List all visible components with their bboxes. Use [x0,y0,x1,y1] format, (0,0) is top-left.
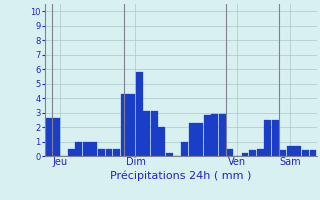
Bar [242,153,249,156]
Bar [309,150,316,156]
Bar [227,149,233,156]
Bar [196,123,203,156]
Bar [302,150,309,156]
Bar [279,150,286,156]
Bar [121,94,128,156]
Bar [189,123,196,156]
Bar [249,150,256,156]
Bar [91,142,97,156]
Bar [287,146,294,156]
Bar [68,149,75,156]
Bar [294,146,301,156]
Bar [181,142,188,156]
Bar [75,142,82,156]
Bar [83,142,90,156]
Bar [113,149,120,156]
Bar [98,149,105,156]
Bar [264,120,271,156]
Bar [128,94,135,156]
Bar [257,149,264,156]
Bar [136,72,143,156]
Bar [272,120,279,156]
Bar [158,127,165,156]
Bar [53,118,60,156]
Bar [211,114,218,156]
Bar [106,149,113,156]
Bar [143,111,150,156]
Bar [166,153,173,156]
Bar [219,114,226,156]
Bar [204,115,211,156]
Bar [151,111,158,156]
Bar [45,118,52,156]
X-axis label: Précipitations 24h ( mm ): Précipitations 24h ( mm ) [110,170,252,181]
